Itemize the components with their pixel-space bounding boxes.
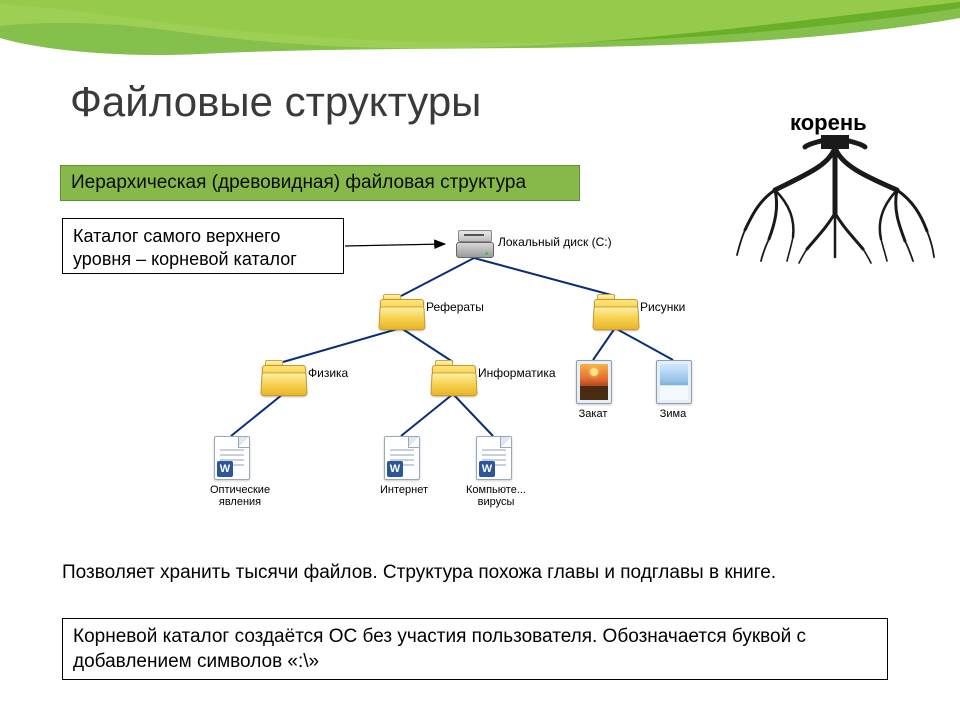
tree-edge — [401, 258, 474, 296]
tree-edge — [453, 394, 493, 436]
tree-node-label: Оптические явления — [198, 484, 282, 508]
description-text: Позволяет хранить тысячи файлов. Структу… — [62, 560, 776, 587]
tree-node-refs — [380, 294, 422, 328]
tree-edge — [401, 394, 453, 436]
word-document-icon: W — [214, 436, 250, 480]
tree-node-label: Закат — [563, 408, 623, 420]
word-document-icon: W — [384, 436, 420, 480]
tree-node-net: W — [384, 436, 420, 480]
folder-icon — [262, 360, 304, 394]
tree-node-label: Интернет — [374, 484, 434, 496]
image-file-icon — [656, 360, 692, 404]
slide: Файловые структуры корень — [0, 0, 960, 720]
tree-node-inf — [432, 360, 474, 394]
root-catalog-info-text: Корневой каталог создаётся ОС без участи… — [73, 626, 806, 672]
tree-node-phys — [262, 360, 304, 394]
tree-node-vir: W — [476, 436, 512, 480]
tree-edge — [615, 328, 673, 360]
tree-node-opt: W — [214, 436, 250, 480]
tree-node-sunset — [576, 360, 612, 404]
folder-icon — [432, 360, 474, 394]
tree-edge — [401, 328, 453, 362]
tree-edge — [231, 394, 283, 436]
tree-node-disk — [456, 230, 492, 258]
folder-icon — [380, 294, 422, 328]
root-catalog-info-box: Корневой каталог создаётся ОС без участи… — [62, 618, 888, 680]
tree-edge — [593, 328, 615, 360]
disk-drive-icon — [456, 230, 492, 258]
tree-node-label: Компьюте... вирусы — [456, 484, 536, 508]
tree-node-label: Рисунки — [640, 300, 685, 314]
tree-node-label: Рефераты — [426, 300, 484, 314]
tree-edge — [283, 328, 401, 362]
image-file-icon — [576, 360, 612, 404]
tree-node-label: Локальный диск (C:) — [498, 235, 612, 249]
tree-node-label: Физика — [308, 366, 348, 380]
diagram-edges — [0, 0, 960, 720]
tree-node-label: Зима — [643, 408, 703, 420]
tree-node-pics — [594, 294, 636, 328]
folder-icon — [594, 294, 636, 328]
tree-node-label: Информатика — [478, 366, 556, 380]
tree-node-winter — [656, 360, 692, 404]
word-document-icon: W — [476, 436, 512, 480]
tree-edge — [474, 258, 615, 296]
